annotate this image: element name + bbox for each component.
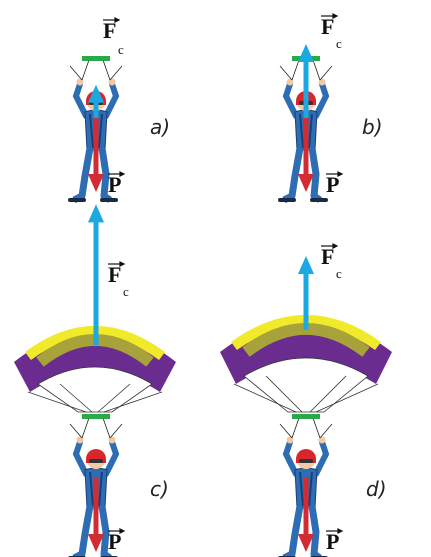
panel-a: P F c a) bbox=[70, 18, 170, 200]
panel-label-c: c) bbox=[150, 477, 169, 501]
weight-symbol-b: P bbox=[326, 172, 339, 197]
drag-subscript-a: c bbox=[118, 42, 124, 57]
drag-arrow-b bbox=[298, 44, 314, 118]
vector-overarrows bbox=[103, 13, 344, 534]
drag-arrow-a bbox=[88, 84, 104, 118]
weight-arrow-b bbox=[298, 118, 314, 192]
drag-subscript-b: c bbox=[336, 36, 342, 51]
parachute-canopy-c bbox=[14, 326, 176, 413]
drag-subscript-d: c bbox=[336, 266, 342, 281]
panel-b: P F c b) bbox=[280, 14, 383, 200]
weight-symbol-d: P bbox=[326, 529, 339, 554]
drag-arrow-d bbox=[298, 256, 314, 330]
panel-c: P F c c) bbox=[14, 204, 176, 557]
panel-d: P F c d) bbox=[220, 244, 392, 557]
panel-label-b: b) bbox=[362, 115, 383, 139]
drag-symbol-c: F bbox=[108, 262, 121, 287]
panel-label-a: a) bbox=[150, 115, 170, 139]
panel-label-d: d) bbox=[366, 477, 387, 501]
weight-arrow-a bbox=[88, 118, 104, 192]
drag-symbol-b: F bbox=[321, 14, 334, 39]
drag-subscript-c: c bbox=[123, 284, 129, 299]
drag-symbol-a: F bbox=[103, 18, 116, 43]
drag-symbol-d: F bbox=[321, 244, 334, 269]
weight-symbol-c: P bbox=[108, 529, 121, 554]
weight-arrow-c bbox=[88, 478, 104, 552]
parachute-canopy-d bbox=[220, 315, 392, 413]
weight-arrow-d bbox=[298, 478, 314, 552]
drag-arrow-c bbox=[88, 204, 104, 345]
weight-symbol-a: P bbox=[108, 172, 121, 197]
